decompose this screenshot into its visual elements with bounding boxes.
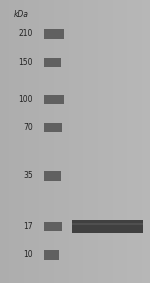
FancyBboxPatch shape — [42, 8, 146, 275]
FancyBboxPatch shape — [44, 250, 59, 260]
FancyBboxPatch shape — [72, 222, 142, 225]
FancyBboxPatch shape — [44, 29, 64, 39]
FancyBboxPatch shape — [44, 58, 61, 67]
Text: 10: 10 — [23, 250, 33, 259]
FancyBboxPatch shape — [44, 222, 62, 231]
Text: 210: 210 — [19, 29, 33, 38]
Text: 35: 35 — [23, 171, 33, 180]
FancyBboxPatch shape — [72, 220, 142, 233]
FancyBboxPatch shape — [44, 95, 64, 104]
FancyBboxPatch shape — [44, 123, 62, 132]
FancyBboxPatch shape — [44, 171, 61, 181]
Text: 150: 150 — [18, 58, 33, 67]
Text: 70: 70 — [23, 123, 33, 132]
Text: 100: 100 — [18, 95, 33, 104]
Text: 17: 17 — [23, 222, 33, 231]
Text: kDa: kDa — [14, 10, 28, 19]
